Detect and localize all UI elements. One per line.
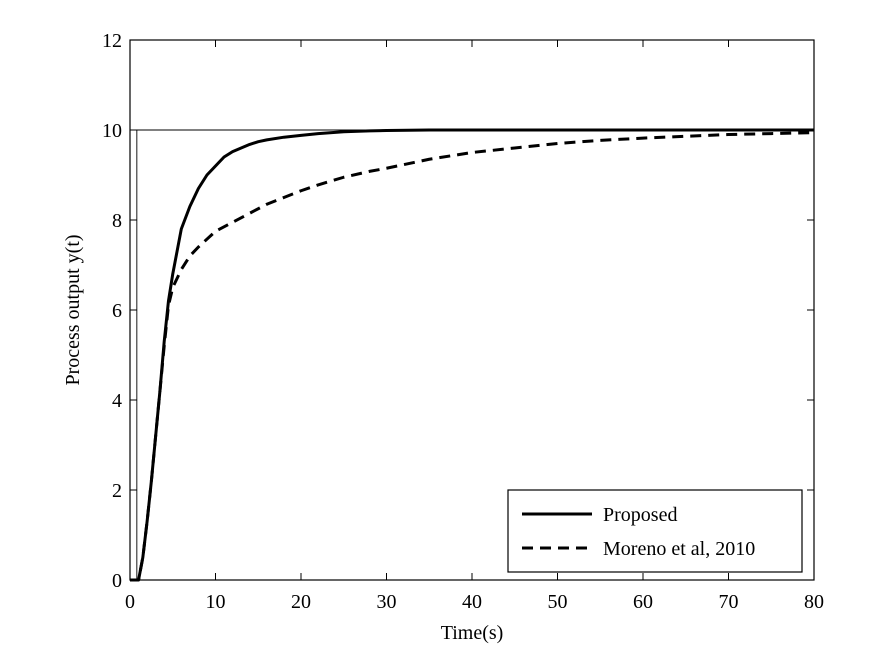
legend: Proposed Moreno et al, 2010 — [507, 489, 803, 573]
series-lines — [130, 128, 815, 582]
y-tick-label: 4 — [112, 390, 122, 412]
legend-label-moreno: Moreno et al, 2010 — [603, 538, 755, 560]
y-tick-label: 8 — [112, 210, 122, 232]
y-tick-label: 12 — [102, 30, 122, 52]
x-tick-label: 20 — [291, 591, 311, 613]
x-tick-label: 80 — [804, 591, 824, 613]
y-axis-title: Process output y(t) — [62, 234, 84, 385]
x-tick-label: 60 — [633, 591, 653, 613]
x-tick-label: 70 — [719, 591, 739, 613]
legend-label-proposed: Proposed — [603, 504, 677, 526]
y-tick-label: 10 — [102, 120, 122, 142]
x-tick-label: 0 — [125, 591, 135, 613]
y-tick-label: 6 — [112, 300, 122, 322]
y-tick-label: 2 — [112, 480, 122, 502]
tick-labels: 0 10 20 30 40 50 60 70 80 0 2 4 6 8 10 12 — [102, 30, 824, 613]
y-tick-label: 0 — [112, 570, 122, 592]
x-tick-label: 30 — [377, 591, 397, 613]
legend-box — [507, 489, 803, 573]
x-tick-label: 50 — [548, 591, 568, 613]
x-axis-title: Time(s) — [441, 622, 504, 644]
series-line-proposed — [130, 128, 814, 582]
x-tick-label: 40 — [462, 591, 482, 613]
x-tick-label: 10 — [206, 591, 226, 613]
